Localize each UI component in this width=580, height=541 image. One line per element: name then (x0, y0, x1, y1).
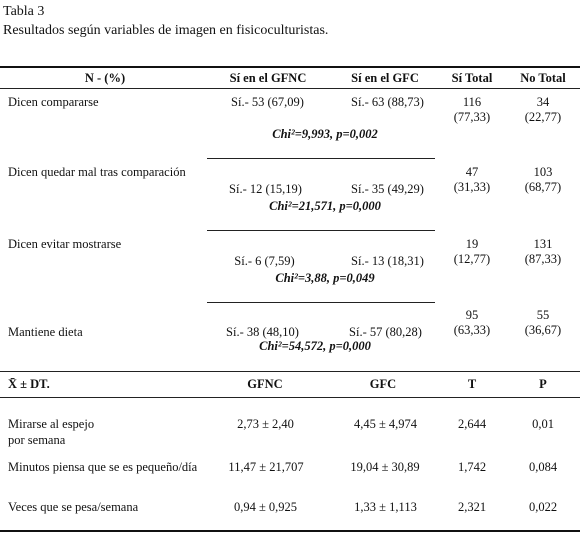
cell-no-total-n: 55 (536, 308, 550, 322)
cell-no-total-n: 34 (536, 95, 550, 109)
cell-no-total-pct: (68,77) (524, 180, 562, 194)
row-label: Mantiene dieta (8, 325, 83, 339)
cell-gfnc: Sí.- 12 (15,19) (229, 182, 302, 196)
cell-gfnc: 0,94 ± 0,925 (233, 500, 298, 514)
row-label: Dicen compararse (8, 95, 99, 109)
cell-no-total-pct: (87,33) (524, 252, 562, 266)
cell-no-total-n: 131 (533, 237, 553, 251)
bottom-rule (0, 530, 580, 532)
cell-no-total-n: 103 (533, 165, 553, 179)
cell-si-total-pct: (12,77) (453, 252, 491, 266)
chi-square-result: Chi²=9,993, p=0,002 (272, 127, 378, 141)
header-rule-2 (0, 397, 580, 398)
header-no-total: No Total (520, 71, 566, 85)
section-rule (0, 371, 580, 372)
cell-si-total-pct: (77,33) (453, 110, 491, 124)
cell-gfc: Sí.- 35 (49,29) (351, 182, 424, 196)
cell-gfc: Sí.- 13 (18,31) (351, 254, 424, 268)
header-si-gfc: Sí en el GFC (351, 71, 419, 85)
cell-p: 0,022 (528, 500, 558, 514)
cell-t: 2,321 (457, 500, 487, 514)
cell-si-total-pct: (63,33) (453, 323, 491, 337)
row-label: Mirarse al espejo (8, 417, 95, 431)
top-rule (0, 66, 580, 68)
header-si-total: Sí Total (451, 71, 493, 85)
cell-p: 0,084 (528, 460, 558, 474)
cell-si-total-pct: (31,33) (453, 180, 491, 194)
row-label: Dicen quedar mal tras comparación (8, 165, 186, 179)
row-rule (207, 158, 435, 159)
cell-si-total-n: 19 (465, 237, 479, 251)
cell-no-total-pct: (36,67) (524, 323, 562, 337)
header-n-pct: N - (%) (84, 71, 126, 85)
chi-square-result: Chi²=54,572, p=0,000 (259, 339, 371, 353)
header-rule (0, 88, 580, 89)
header-gfc: GFC (369, 377, 397, 391)
cell-si-total-n: 95 (465, 308, 479, 322)
cell-gfc: 1,33 ± 1,113 (354, 500, 417, 514)
cell-gfnc: 2,73 ± 2,40 (237, 417, 294, 431)
cell-gfnc: Sí.- 38 (48,10) (226, 325, 299, 339)
cell-gfc: Sí.- 63 (88,73) (351, 95, 424, 109)
cell-gfnc: Sí.- 6 (7,59) (234, 254, 295, 268)
row-label: Minutos piensa que se es pequeño/día (8, 460, 198, 474)
header-p: P (539, 377, 547, 391)
row-rule (207, 230, 435, 231)
header-t: T (467, 377, 477, 391)
row-rule (207, 302, 435, 303)
cell-si-total-n: 116 (462, 95, 482, 109)
cell-p: 0,01 (532, 417, 554, 431)
cell-gfnc: 11,47 ± 21,707 (228, 460, 304, 474)
cell-gfc: 4,45 ± 4,974 (353, 417, 418, 431)
table-caption-label: Tabla 3 (3, 4, 45, 19)
cell-t: 2,644 (457, 417, 487, 431)
chi-square-result: Chi²=21,571, p=0,000 (269, 199, 381, 213)
header-si-gfnc: Sí en el GFNC (229, 71, 307, 85)
cell-gfc: Sí.- 57 (80,28) (349, 325, 422, 339)
chi-square-result: Chi²=3,88, p=0,049 (275, 271, 375, 285)
cell-gfnc: Sí.- 53 (67,09) (231, 95, 304, 109)
cell-no-total-pct: (22,77) (524, 110, 562, 124)
table-caption-title: Resultados según variables de imagen en … (3, 23, 329, 38)
header-gfnc: GFNC (247, 377, 283, 391)
row-label: Dicen evitar mostrarse (8, 237, 122, 251)
cell-si-total-n: 47 (465, 165, 479, 179)
cell-gfc: 19,04 ± 30,89 (350, 460, 420, 474)
header-mean-sd: X̄ ± DT. (8, 377, 50, 391)
row-label-line2: por semana (8, 433, 66, 447)
cell-t: 1,742 (457, 460, 487, 474)
row-label: Veces que se pesa/semana (8, 500, 139, 514)
